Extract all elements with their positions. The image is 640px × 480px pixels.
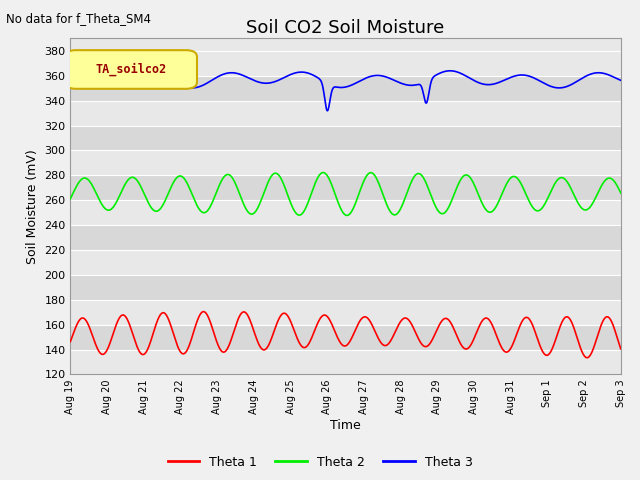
Theta 1 (129, 333, 137, 338)
Theta 3 (162, 74, 170, 80)
Theta 1 (162, 312, 170, 317)
Theta 2 (319, 169, 327, 175)
Theta 2 (129, 175, 137, 180)
Bar (70, 51, 621, 76)
Theta 2 (278, 177, 285, 182)
Bar (70, 225, 621, 250)
Theta 3 (323, 108, 331, 114)
Bar (70, 175, 621, 200)
Theta 3 (67, 72, 74, 77)
Theta 3 (607, 72, 614, 78)
Title: Soil CO2 Soil Moisture: Soil CO2 Soil Moisture (246, 19, 445, 37)
Theta 3 (301, 70, 309, 75)
Line: Theta 3: Theta 3 (70, 71, 621, 111)
Theta 1 (200, 309, 207, 314)
Theta 1 (278, 312, 285, 317)
Theta 1 (67, 338, 74, 344)
Theta 1 (583, 355, 591, 360)
Bar (70, 200, 621, 225)
Theta 2 (162, 196, 170, 202)
Theta 1 (617, 346, 625, 352)
X-axis label: Time: Time (330, 420, 361, 432)
Text: TA_soilco2: TA_soilco2 (95, 63, 166, 76)
Text: No data for f_Theta_SM4: No data for f_Theta_SM4 (6, 12, 152, 25)
Theta 2 (67, 196, 74, 202)
Line: Theta 1: Theta 1 (70, 312, 621, 358)
Theta 1 (607, 316, 614, 322)
Theta 3 (446, 68, 454, 73)
Line: Theta 2: Theta 2 (70, 172, 621, 216)
Theta 3 (617, 77, 625, 83)
Theta 2 (343, 213, 351, 218)
Theta 2 (301, 206, 309, 212)
Theta 2 (607, 175, 614, 181)
Bar (70, 324, 621, 349)
Bar (70, 275, 621, 300)
Bar (70, 125, 621, 150)
Theta 3 (547, 84, 555, 89)
Theta 1 (301, 345, 309, 350)
Bar (70, 250, 621, 275)
FancyBboxPatch shape (65, 50, 197, 89)
Bar (70, 349, 621, 374)
Theta 2 (547, 188, 555, 194)
Legend: Theta 1, Theta 2, Theta 3: Theta 1, Theta 2, Theta 3 (163, 451, 477, 474)
Bar (70, 300, 621, 324)
Y-axis label: Soil Moisture (mV): Soil Moisture (mV) (26, 149, 39, 264)
Bar (70, 150, 621, 175)
Bar (70, 101, 621, 125)
Theta 3 (129, 79, 137, 85)
Theta 1 (547, 348, 555, 354)
Bar (70, 76, 621, 101)
Theta 2 (617, 190, 625, 196)
Theta 3 (278, 76, 285, 82)
